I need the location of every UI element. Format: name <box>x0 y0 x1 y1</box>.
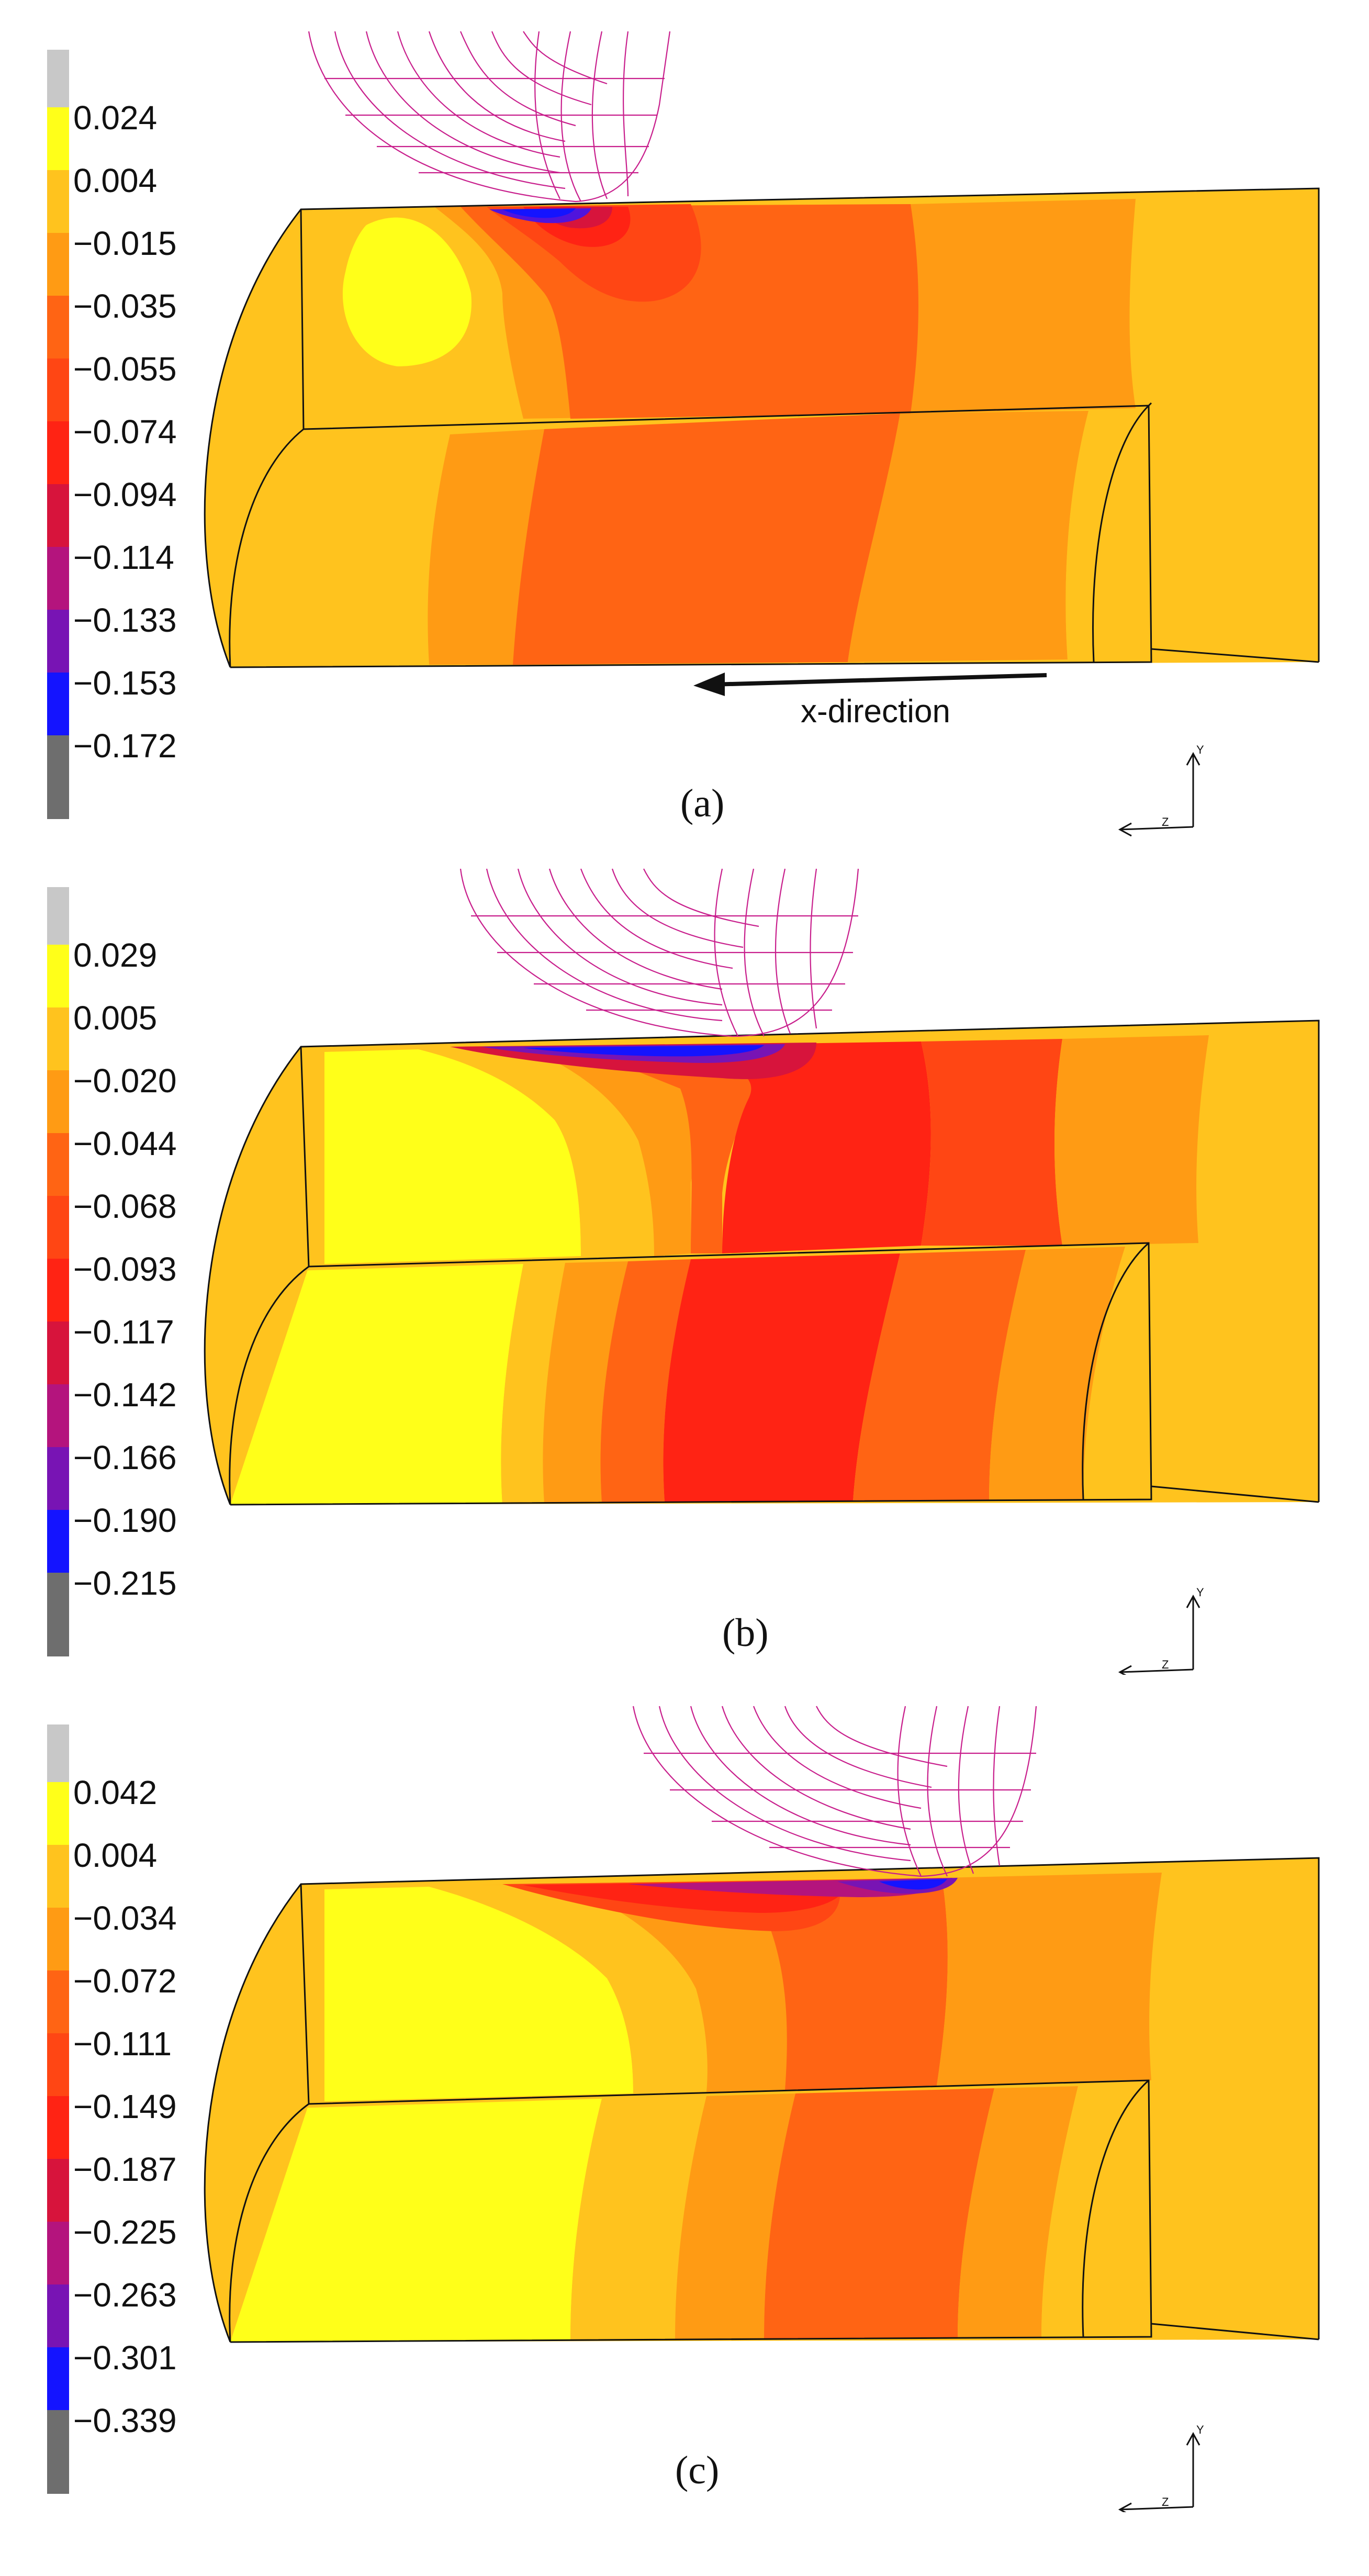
panel-b: 0.029 0.005 −0.020 −0.044 −0.068 −0.093 … <box>0 837 1369 1675</box>
legend-swatch <box>47 2284 69 2347</box>
legend-swatch <box>47 1447 69 1510</box>
legend-label: −0.142 <box>73 1376 177 1414</box>
axis-triad: Y Z <box>1118 2423 1204 2512</box>
legend-label: −0.187 <box>73 2151 177 2188</box>
panel-a-diagram: 0.024 0.004 −0.015 −0.035 −0.055 −0.074 … <box>47 31 1320 837</box>
legend-label: −0.153 <box>73 664 177 702</box>
x-direction-label: x-direction <box>801 693 950 730</box>
legend-swatch <box>47 1321 69 1384</box>
axis-z-label: Z <box>1162 815 1169 828</box>
legend-swatch <box>47 1259 69 1321</box>
legend-label: −0.117 <box>73 1313 174 1351</box>
workpiece <box>204 1020 1320 1506</box>
legend-label: 0.004 <box>73 1836 157 1874</box>
legend-label: −0.072 <box>73 1962 177 2000</box>
panel-caption: (a) <box>680 781 724 825</box>
panel-b-diagram: 0.029 0.005 −0.020 −0.044 −0.068 −0.093 … <box>47 868 1320 1675</box>
legend-swatch <box>47 673 69 735</box>
legend-swatch <box>47 233 69 296</box>
color-legend: 0.024 0.004 −0.015 −0.035 −0.055 −0.074 … <box>47 50 177 819</box>
tool-mesh <box>308 31 671 203</box>
legend-swatch <box>47 547 69 610</box>
legend-swatch <box>47 1782 69 1845</box>
legend-swatch <box>47 1133 69 1196</box>
legend-label: 0.004 <box>73 162 157 199</box>
legend-swatch <box>47 1845 69 1908</box>
axis-triad: Y Z <box>1118 743 1204 837</box>
panel-c-diagram: 0.042 0.004 −0.034 −0.072 −0.111 −0.149 … <box>47 1706 1320 2512</box>
panel-caption: (b) <box>722 1611 769 1655</box>
legend-swatch <box>47 421 69 484</box>
legend-swatch <box>47 1510 69 1573</box>
legend-swatch <box>47 2222 69 2284</box>
legend-swatch-bottom <box>47 1573 69 1656</box>
legend-swatch-bottom <box>47 2410 69 2494</box>
legend-swatch <box>47 2096 69 2159</box>
legend-label: −0.133 <box>73 601 177 639</box>
legend-label: −0.074 <box>73 413 177 451</box>
legend-label: 0.042 <box>73 1774 157 1811</box>
legend-label: −0.020 <box>73 1062 177 1100</box>
legend-swatch <box>47 170 69 233</box>
axis-z-label: Z <box>1162 2495 1169 2508</box>
legend-swatch <box>47 2033 69 2096</box>
axis-z-label: Z <box>1162 1658 1169 1671</box>
legend-label: −0.111 <box>73 2025 172 2063</box>
legend-label: −0.263 <box>73 2276 177 2314</box>
legend-label: −0.215 <box>73 1564 177 1602</box>
legend-swatch <box>47 2159 69 2222</box>
panel-a: 0.024 0.004 −0.015 −0.035 −0.055 −0.074 … <box>0 0 1369 837</box>
workpiece <box>204 187 1320 668</box>
color-legend: 0.042 0.004 −0.034 −0.072 −0.111 −0.149 … <box>47 1724 177 2494</box>
legend-label: −0.068 <box>73 1188 177 1225</box>
tool-mesh <box>459 868 859 1037</box>
legend-swatch-top <box>47 1724 69 1782</box>
legend-swatch <box>47 359 69 421</box>
legend-swatch <box>47 1070 69 1133</box>
legend-swatch <box>47 1007 69 1070</box>
legend-label: −0.035 <box>73 287 177 325</box>
legend-swatch <box>47 945 69 1007</box>
legend-swatch-bottom <box>47 735 69 819</box>
panel-caption: (c) <box>675 2448 719 2492</box>
legend-label: −0.015 <box>73 225 177 262</box>
legend-swatch <box>47 1196 69 1259</box>
axis-y-label: Y <box>1196 1586 1204 1599</box>
legend-label: −0.094 <box>73 476 177 513</box>
panel-c: 0.042 0.004 −0.034 −0.072 −0.111 −0.149 … <box>0 1675 1369 2512</box>
legend-label: −0.339 <box>73 2402 177 2439</box>
axis-triad: Y Z <box>1118 1586 1204 1675</box>
legend-label: 0.024 <box>73 99 157 137</box>
legend-swatch <box>47 2347 69 2410</box>
legend-label: −0.044 <box>73 1125 177 1162</box>
legend-label: −0.149 <box>73 2088 177 2125</box>
legend-swatch-top <box>47 887 69 945</box>
legend-label: −0.301 <box>73 2339 177 2377</box>
legend-swatch <box>47 1908 69 1970</box>
axis-y-label: Y <box>1196 2423 1204 2436</box>
legend-label: −0.093 <box>73 1250 177 1288</box>
axis-y-label: Y <box>1196 743 1204 756</box>
tool-mesh <box>632 1706 1037 1877</box>
legend-label: −0.034 <box>73 1899 177 1937</box>
legend-label: −0.166 <box>73 1439 177 1476</box>
legend-label: −0.172 <box>73 727 177 765</box>
legend-swatch <box>47 1970 69 2033</box>
x-direction-arrow: x-direction <box>693 673 1047 730</box>
legend-swatch <box>47 484 69 547</box>
legend-label: 0.005 <box>73 999 157 1037</box>
workpiece <box>204 1857 1320 2343</box>
legend-label: −0.114 <box>73 539 174 576</box>
color-legend: 0.029 0.005 −0.020 −0.044 −0.068 −0.093 … <box>47 887 177 1656</box>
legend-swatch <box>47 107 69 170</box>
legend-swatch <box>47 296 69 359</box>
legend-swatch <box>47 610 69 673</box>
legend-label: −0.225 <box>73 2213 177 2251</box>
legend-label: 0.029 <box>73 936 157 974</box>
legend-label: −0.055 <box>73 350 177 388</box>
legend-swatch-top <box>47 50 69 107</box>
legend-swatch <box>47 1384 69 1447</box>
legend-label: −0.190 <box>73 1502 177 1539</box>
